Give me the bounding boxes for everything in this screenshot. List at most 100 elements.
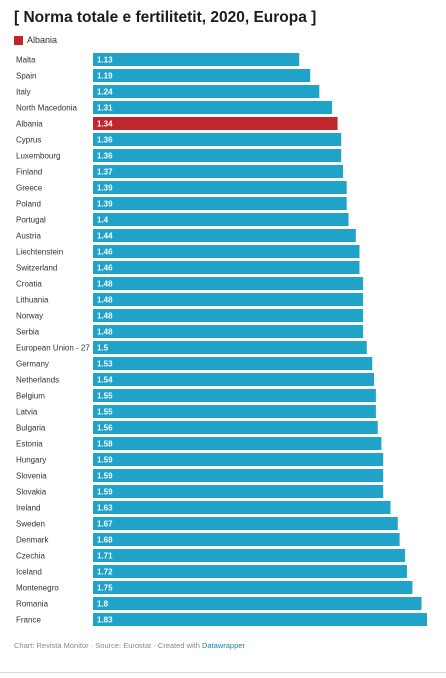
value-label-poland: 1.39 xyxy=(97,200,113,209)
bar-ireland[interactable] xyxy=(93,501,391,514)
bar-estonia[interactable] xyxy=(93,437,382,450)
value-label-latvia: 1.55 xyxy=(97,408,113,417)
value-label-hungary: 1.59 xyxy=(97,456,113,465)
category-label-germany: Germany xyxy=(16,360,49,369)
category-label-lithuania: Lithuania xyxy=(16,296,49,305)
bar-liechtenstein[interactable] xyxy=(93,245,360,258)
bar-portugal[interactable] xyxy=(93,213,349,226)
category-label-sweden: Sweden xyxy=(16,520,45,529)
bar-sweden[interactable] xyxy=(93,517,398,530)
bar-serbia[interactable] xyxy=(93,325,364,338)
value-label-estonia: 1.58 xyxy=(97,440,113,449)
value-label-luxembourg: 1.36 xyxy=(97,152,113,161)
value-label-ireland: 1.63 xyxy=(97,504,113,513)
value-label-belgium: 1.55 xyxy=(97,392,113,401)
bar-finland[interactable] xyxy=(93,165,344,178)
category-label-estonia: Estonia xyxy=(16,440,43,449)
bar-albania[interactable] xyxy=(93,117,338,130)
category-label-france: France xyxy=(16,616,41,625)
bar-bulgaria[interactable] xyxy=(93,421,378,434)
bar-luxembourg[interactable] xyxy=(93,149,342,162)
category-label-iceland: Iceland xyxy=(16,568,42,577)
value-label-iceland: 1.72 xyxy=(97,568,113,577)
bar-norway[interactable] xyxy=(93,309,364,322)
value-label-liechtenstein: 1.46 xyxy=(97,248,113,257)
value-label-croatia: 1.48 xyxy=(97,280,113,289)
chart-footer: Chart: Revista Monitor · Source: Eurosta… xyxy=(14,641,245,650)
value-label-montenegro: 1.75 xyxy=(97,584,113,593)
value-label-france: 1.83 xyxy=(97,616,113,625)
category-label-spain: Spain xyxy=(16,72,36,81)
bar-iceland[interactable] xyxy=(93,565,407,578)
value-label-albania: 1.34 xyxy=(97,120,113,129)
category-label-denmark: Denmark xyxy=(16,536,49,545)
bar-slovenia[interactable] xyxy=(93,469,384,482)
category-label-greece: Greece xyxy=(16,184,43,193)
footer-credit: Chart: Revista Monitor · Source: Eurosta… xyxy=(14,641,202,650)
bar-malta[interactable] xyxy=(93,53,300,66)
value-label-bulgaria: 1.56 xyxy=(97,424,113,433)
bar-latvia[interactable] xyxy=(93,405,376,418)
value-label-netherlands: 1.54 xyxy=(97,376,113,385)
category-label-norway: Norway xyxy=(16,312,43,321)
bar-italy[interactable] xyxy=(93,85,320,98)
chart-title: [ Norma totale e fertilitetit, 2020, Eur… xyxy=(14,9,317,26)
bar-hungary[interactable] xyxy=(93,453,384,466)
category-label-montenegro: Montenegro xyxy=(16,584,59,593)
bar-netherlands[interactable] xyxy=(93,373,375,386)
bar-greece[interactable] xyxy=(93,181,347,194)
category-label-austria: Austria xyxy=(16,232,41,241)
category-label-netherlands: Netherlands xyxy=(16,376,59,385)
legend: Albania xyxy=(14,35,57,45)
category-label-portugal: Portugal xyxy=(16,216,46,225)
bar-montenegro[interactable] xyxy=(93,581,413,594)
bar-czechia[interactable] xyxy=(93,549,406,562)
category-label-slovenia: Slovenia xyxy=(16,472,47,481)
value-label-denmark: 1.68 xyxy=(97,536,113,545)
category-label-albania: Albania xyxy=(16,120,43,129)
bar-chart: Malta 1.13 Spain 1.19 Italy 1.24 North Macedon… xyxy=(16,53,427,626)
category-label-poland: Poland xyxy=(16,200,41,209)
bar-north-macedonia[interactable] xyxy=(93,101,333,114)
value-label-switzerland: 1.46 xyxy=(97,264,113,273)
category-label-latvia: Latvia xyxy=(16,408,38,417)
category-label-belgium: Belgium xyxy=(16,392,45,401)
value-label-malta: 1.13 xyxy=(97,56,113,65)
value-label-romania: 1.8 xyxy=(97,600,109,609)
value-label-germany: 1.53 xyxy=(97,360,113,369)
value-label-austria: 1.44 xyxy=(97,232,113,241)
value-label-sweden: 1.67 xyxy=(97,520,113,529)
category-label-malta: Malta xyxy=(16,56,36,65)
value-label-spain: 1.19 xyxy=(97,72,113,81)
bar-switzerland[interactable] xyxy=(93,261,360,274)
bar-poland[interactable] xyxy=(93,197,347,210)
value-label-north-macedonia: 1.31 xyxy=(97,104,113,113)
value-label-slovakia: 1.59 xyxy=(97,488,113,497)
bar-germany[interactable] xyxy=(93,357,373,370)
bar-slovakia[interactable] xyxy=(93,485,384,498)
category-label-italy: Italy xyxy=(16,88,31,97)
category-label-european-union-27: European Union - 27 xyxy=(16,344,90,353)
bar-lithuania[interactable] xyxy=(93,293,364,306)
bar-france[interactable] xyxy=(93,613,427,626)
category-label-bulgaria: Bulgaria xyxy=(16,424,46,433)
category-label-slovakia: Slovakia xyxy=(16,488,47,497)
bar-european-union-27[interactable] xyxy=(93,341,367,354)
category-label-serbia: Serbia xyxy=(16,328,40,337)
datawrapper-link[interactable]: Datawrapper xyxy=(202,641,245,650)
value-label-portugal: 1.4 xyxy=(97,216,109,225)
category-label-luxembourg: Luxembourg xyxy=(16,152,60,161)
bar-romania[interactable] xyxy=(93,597,422,610)
category-label-ireland: Ireland xyxy=(16,504,40,513)
bar-belgium[interactable] xyxy=(93,389,376,402)
value-label-greece: 1.39 xyxy=(97,184,113,193)
bar-austria[interactable] xyxy=(93,229,356,242)
bar-croatia[interactable] xyxy=(93,277,364,290)
bar-spain[interactable] xyxy=(93,69,311,82)
value-label-european-union-27: 1.5 xyxy=(97,344,109,353)
bar-denmark[interactable] xyxy=(93,533,400,546)
category-label-liechtenstein: Liechtenstein xyxy=(16,248,63,257)
legend-swatch xyxy=(14,35,23,45)
bar-cyprus[interactable] xyxy=(93,133,342,146)
category-label-croatia: Croatia xyxy=(16,280,42,289)
